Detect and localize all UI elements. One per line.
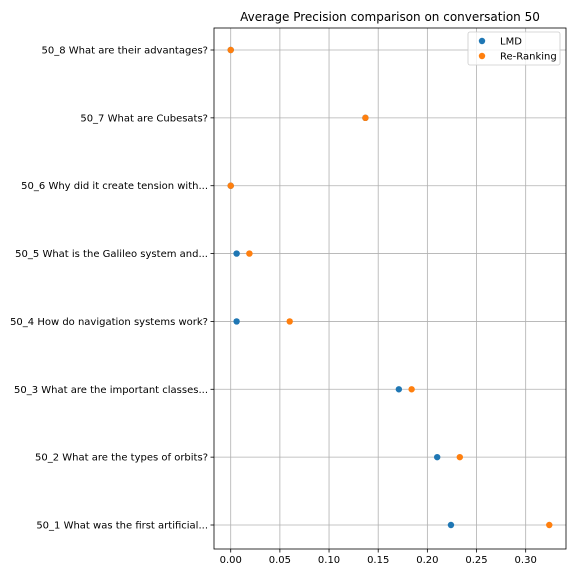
- data-points: [227, 46, 553, 529]
- x-tick-label: 0.05: [269, 555, 291, 566]
- legend-box: [467, 31, 561, 66]
- legend-marker: [478, 37, 486, 45]
- y-tick-label: 50_4 How do navigation systems work?: [10, 317, 208, 328]
- chart-title: Average Precision comparison on conversa…: [240, 10, 540, 24]
- data-point: [408, 386, 415, 393]
- y-tick-label: 50_2 What are the types of orbits?: [35, 453, 208, 464]
- data-point: [227, 46, 234, 54]
- y-tick-label: 50_1 What was the first artificial...: [36, 521, 208, 532]
- data-point: [227, 182, 234, 189]
- x-tick-label: 0.20: [416, 555, 438, 566]
- data-point: [286, 318, 293, 325]
- legend-label: Re-Ranking: [500, 52, 557, 63]
- legend-label: LMD: [500, 37, 522, 48]
- grid: [214, 28, 566, 549]
- legend: LMD Re-Ranking: [467, 31, 561, 66]
- y-tick-label: 50_3 What are the important classes...: [14, 385, 208, 396]
- data-point: [447, 521, 455, 529]
- data-point: [362, 114, 369, 122]
- x-tick-label: 0.30: [515, 555, 537, 566]
- x-tick-label: 0.15: [367, 555, 389, 566]
- plot-frame: [213, 27, 567, 550]
- data-point: [246, 250, 253, 257]
- data-point: [233, 250, 240, 257]
- y-tick-label: 50_8 What are their advantages?: [42, 46, 208, 57]
- data-point: [395, 386, 403, 393]
- data-point: [433, 453, 441, 461]
- y-tick-label: 50_6 Why did it create tension with...: [21, 181, 208, 192]
- y-tick-label: 50_7 What are Cubesats?: [80, 113, 208, 124]
- axes: 0.00 0.05 0.10 0.15 0.20 0.25 0.30 50_1 What wa…: [10, 46, 537, 567]
- data-point: [546, 521, 553, 529]
- x-tick-label: 0.00: [220, 555, 242, 566]
- x-tick-label: 0.10: [318, 555, 340, 566]
- legend-marker: [478, 52, 486, 60]
- data-point: [233, 318, 240, 325]
- x-tick-label: 0.25: [465, 555, 487, 566]
- data-point: [456, 453, 464, 461]
- y-tick-label: 50_5 What is the Galileo system and...: [15, 249, 208, 260]
